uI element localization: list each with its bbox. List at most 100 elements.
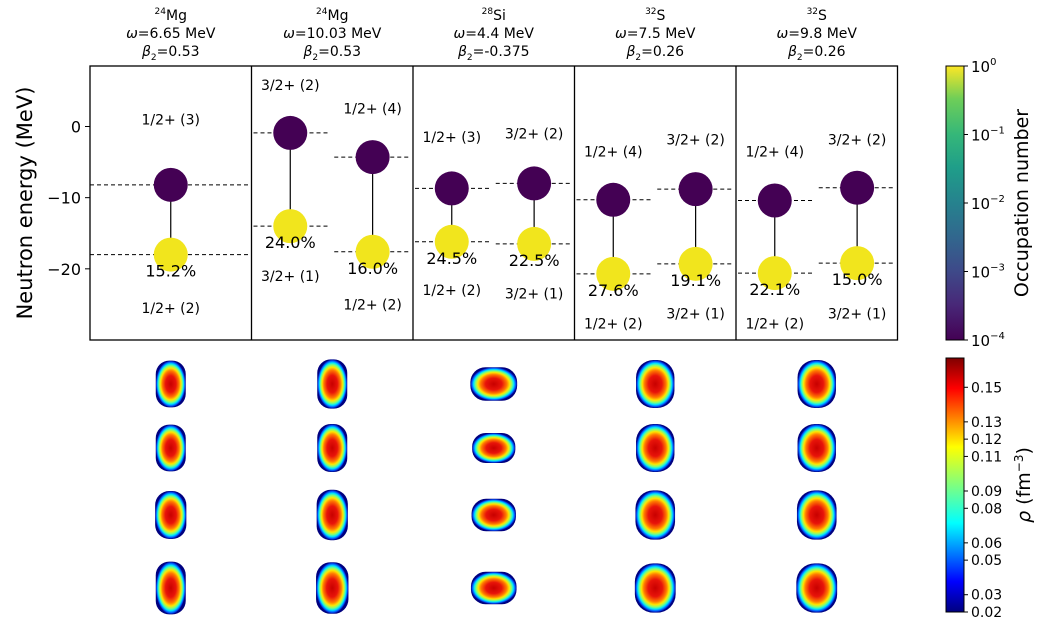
density-map	[636, 424, 675, 472]
tick-exponent: −3	[990, 263, 1005, 274]
lower-state-label: 3/2+ (1)	[505, 287, 564, 303]
mass-number: 24	[316, 7, 328, 17]
empty-state-dot	[757, 183, 792, 218]
omega-label: ω=10.03 MeV	[283, 26, 382, 42]
beta-symbol: β	[141, 44, 151, 60]
omega-symbol: ω	[615, 26, 627, 42]
beta-symbol: β	[787, 44, 797, 60]
occupation-percent: 19.1%	[670, 271, 721, 290]
nucleus-label: 28Si	[482, 7, 506, 24]
panel-1: 15.2% 1/2+ (3) 1/2+ (2)	[90, 112, 252, 317]
plot-frame	[89, 65, 899, 341]
empty-state-dot	[840, 170, 875, 205]
omega-value: =6.65 MeV	[138, 26, 216, 42]
occupation-percent: 22.5%	[509, 251, 560, 270]
y-tick-label: −10	[47, 189, 81, 208]
beta-label: β2=0.53	[141, 44, 200, 63]
density-map	[636, 360, 675, 408]
element-symbol: S	[818, 8, 827, 24]
mass-number: 24	[155, 7, 167, 17]
density-map	[796, 563, 838, 613]
occupied-state-dot	[517, 226, 552, 261]
omega-label: ω=6.65 MeV	[126, 26, 216, 42]
energy-level-plot: 15.2% 1/2+ (3) 1/2+ (2) 24.0% 3/2+ (2) 3/2+ (…	[89, 65, 899, 341]
empty-state-dot	[678, 172, 713, 207]
density-map	[317, 359, 348, 409]
lower-state-label: 1/2+ (2)	[141, 301, 200, 317]
upper-state-label: 1/2+ (4)	[584, 144, 643, 160]
density-map	[471, 498, 516, 532]
panel-5: 22.1% 1/2+ (4) 1/2+ (2) 15.0% 3/2+ (2) 3/2+ (…	[738, 132, 896, 333]
rho-unit: (fm	[1013, 472, 1035, 511]
y-tick-label: 0	[71, 117, 81, 136]
y-axis: 0 −10 −20 Neutron energy (MeV)	[13, 87, 90, 320]
empty-state-dot	[355, 140, 390, 175]
panel-header-1: 24Mg ω=6.65 MeV β2=0.53	[126, 7, 216, 63]
density-tick-label: 0.11	[971, 449, 1002, 465]
density-map	[155, 561, 186, 615]
nucleus-label: 24Mg	[155, 7, 187, 24]
density-maps	[155, 359, 838, 615]
occupied-state-dot	[840, 246, 875, 281]
beta-label: β2=0.53	[302, 44, 361, 63]
omega-symbol: ω	[454, 26, 466, 42]
occupation-tick-label: 10−3	[971, 263, 1005, 282]
mass-number: 32	[645, 7, 656, 17]
rho-symbol: ρ	[1013, 511, 1035, 523]
lower-state-label: 3/2+ (1)	[666, 307, 725, 323]
density-map	[155, 424, 186, 472]
omega-label: ω=7.5 MeV	[615, 26, 696, 42]
density-map	[470, 571, 517, 605]
occupied-state-dot	[596, 256, 631, 291]
occupation-tick-label: 10−1	[971, 126, 1005, 145]
nucleus-label: 32S	[807, 7, 827, 24]
density-tick-label: 0.03	[971, 588, 1002, 604]
empty-state-dot	[273, 115, 308, 150]
empty-state-dot	[434, 171, 469, 206]
panel-3: 24.5% 1/2+ (3) 1/2+ (2) 22.5% 3/2+ (2) 3/2+ (…	[415, 127, 573, 303]
density-tick-label: 0.05	[971, 553, 1002, 569]
tick-base: 10	[971, 332, 990, 350]
tick-base: 10	[971, 127, 990, 145]
panel-header-3: 28Si ω=4.4 MeV β2=-0.375	[454, 7, 535, 63]
upper-state-label: 1/2+ (4)	[745, 144, 804, 160]
density-tick-label: 0.15	[971, 380, 1002, 396]
nucleus-label: 32S	[645, 7, 665, 24]
density-map	[472, 433, 516, 463]
density-tick-label: 0.02	[971, 605, 1002, 621]
occupied-state-dot	[434, 224, 469, 259]
density-map	[797, 424, 836, 472]
occupation-percent: 15.0%	[832, 270, 883, 289]
beta-label: β2=0.26	[625, 44, 684, 63]
occupation-percent: 24.5%	[426, 249, 477, 268]
occupied-state-dot	[355, 234, 390, 269]
density-tick-label: 0.06	[971, 536, 1002, 552]
occupation-colorbar-gradient	[945, 65, 965, 341]
density-map	[155, 360, 186, 408]
omega-symbol: ω	[777, 26, 789, 42]
occupation-tick-label: 100	[971, 57, 996, 76]
tick-exponent: 0	[990, 57, 996, 68]
rho-exponent: −3	[1012, 455, 1026, 473]
beta-value: =0.53	[318, 44, 361, 60]
density-colorbar-gradient	[945, 357, 965, 613]
empty-state-dot	[153, 167, 188, 202]
tick-exponent: −4	[990, 331, 1005, 342]
occupied-state-dot	[153, 237, 188, 272]
element-symbol: S	[657, 8, 666, 24]
density-tick-label: 0.09	[971, 484, 1002, 500]
density-map	[634, 563, 676, 613]
occupation-colorbar-label: Occupation number	[1011, 109, 1033, 297]
y-axis-label: Neutron energy (MeV)	[13, 87, 37, 320]
beta-label: β2=-0.375	[457, 44, 530, 63]
occupied-state-dot	[757, 256, 792, 291]
beta-value: =0.26	[803, 44, 846, 60]
occupation-percent: 15.2%	[145, 262, 196, 281]
occupied-state-dot	[678, 246, 713, 281]
density-map	[155, 491, 187, 539]
rho-close: )	[1013, 447, 1035, 454]
element-symbol: Mg	[166, 8, 187, 24]
